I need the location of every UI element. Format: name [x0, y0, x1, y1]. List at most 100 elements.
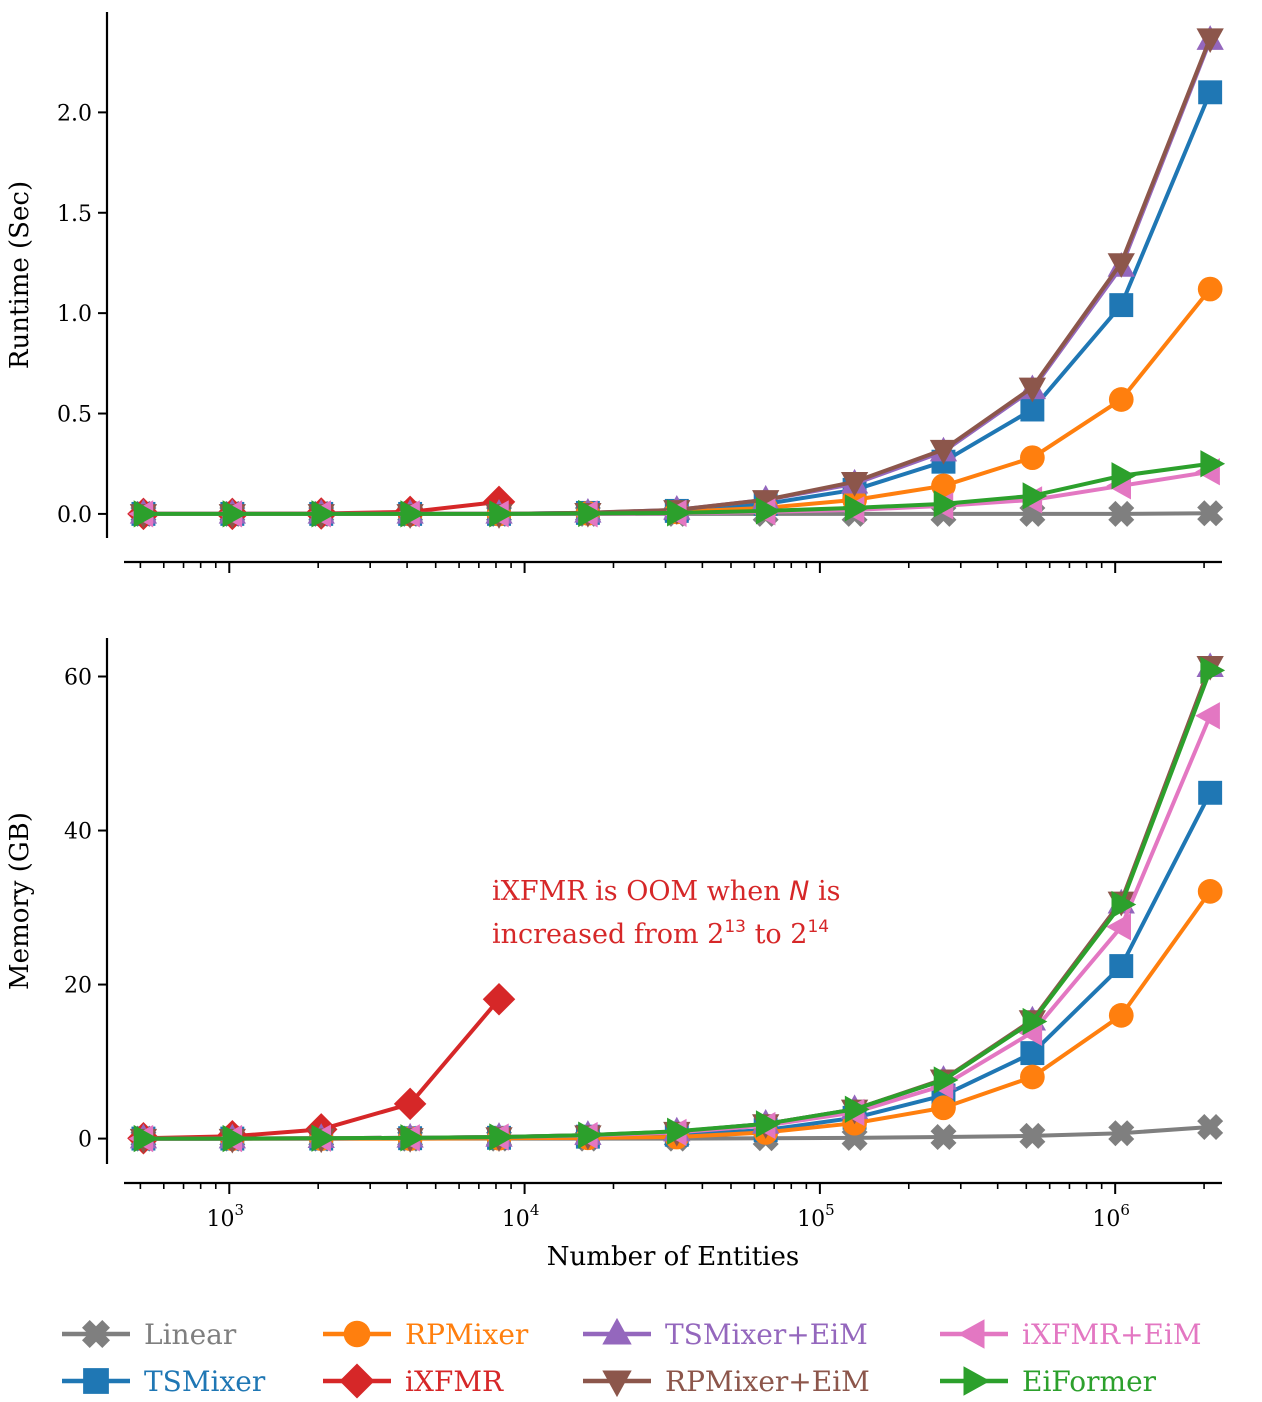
oom-annotation: iXFMR is OOM when N is increased from 21… [492, 876, 840, 950]
data-point-linear [1108, 500, 1135, 527]
data-point-eiformer [222, 1124, 248, 1153]
legend-item-rpmixer-eim: RPMixer+EiM [583, 1365, 870, 1398]
data-point-rpmixer-eim [929, 439, 958, 465]
legend-label: iXFMR [405, 1365, 504, 1398]
data-point-rpmixer-eim [1196, 28, 1224, 54]
legend-item-ixfmr-eim: iXFMR+EiM [940, 1318, 1202, 1351]
legend-marker-ixfmr [339, 1363, 375, 1399]
data-point-eiformer [844, 1095, 870, 1123]
data-point-eiformer [1200, 656, 1226, 684]
data-point-rpmixer [931, 1095, 956, 1121]
legend-label: RPMixer [405, 1318, 529, 1351]
y-tick-label: 60 [64, 666, 92, 691]
data-point-eiformer [1111, 462, 1137, 490]
data-point-eiformer [755, 497, 781, 525]
y-tick-label: 1.0 [57, 302, 92, 327]
data-point-eiformer [578, 499, 603, 528]
data-point-tsmixer [1109, 293, 1134, 318]
legend-label: EiFormer [1022, 1365, 1157, 1398]
data-point-eiformer [489, 500, 514, 528]
x-tick-label: 106 [1092, 1201, 1130, 1232]
data-point-tsmixer [1020, 397, 1045, 422]
series-rpmixer-eim [129, 28, 1224, 529]
legend-item-tsmixer: TSMixer [62, 1365, 266, 1398]
legend-marker-ixfmr-eim [957, 1319, 985, 1349]
legend-item-ixfmr: iXFMR [323, 1363, 504, 1399]
data-point-linear [930, 1124, 957, 1151]
series-line-tsmixer-eim [141, 38, 1213, 516]
series-eiformer [133, 450, 1226, 528]
series-line-tsmixer [141, 90, 1213, 516]
y-tick-label: 1.5 [57, 202, 92, 227]
legend-label: RPMixer+EiM [665, 1365, 870, 1398]
series-line-rpmixer [141, 287, 1213, 516]
data-point-linear [1019, 1122, 1046, 1149]
legend-item-tsmixer-eim: TSMixer+EiM [583, 1317, 868, 1351]
data-point-linear [1197, 1114, 1224, 1141]
y-tick-label: 20 [64, 974, 92, 999]
legend-marker-rpmixer-eim [602, 1370, 632, 1398]
data-point-rpmixer [1197, 276, 1223, 302]
legend-label: TSMixer [144, 1365, 266, 1398]
legend-marker-tsmixer-eim [602, 1317, 632, 1345]
data-point-eiformer [400, 1124, 426, 1152]
data-point-tsmixer [1198, 80, 1223, 105]
data-point-rpmixer-eim [1018, 377, 1047, 403]
series-line-rpmixer-eim [141, 36, 1213, 516]
y-axis-title: Runtime (Sec) [5, 181, 35, 369]
data-point-ixfmr [482, 982, 516, 1016]
y-tick-label: 0.0 [57, 503, 92, 528]
data-point-eiformer [1111, 890, 1137, 919]
data-point-tsmixer [1020, 1041, 1045, 1066]
legend-marker-linear [82, 1320, 110, 1348]
series-tsmixer [131, 80, 1223, 526]
x-tick-label: 104 [502, 1201, 540, 1232]
data-point-tsmixer [1198, 780, 1223, 805]
legend-item-rpmixer: RPMixer [323, 1318, 529, 1351]
data-point-rpmixer [1197, 879, 1223, 904]
legend-marker-eiformer [963, 1366, 991, 1396]
legend: Linear RPMixer TSMixer+EiM iXFMR+EiM TSMixer… [62, 1317, 1202, 1399]
legend-label: Linear [144, 1318, 237, 1351]
legend-item-eiformer: EiFormer [940, 1365, 1157, 1398]
data-point-rpmixer [1020, 445, 1045, 471]
data-point-eiformer [400, 500, 426, 528]
legend-item-linear: Linear [62, 1318, 237, 1351]
data-point-eiformer [311, 500, 337, 528]
legend-label: TSMixer+EiM [665, 1318, 868, 1351]
data-point-eiformer [844, 494, 870, 522]
data-point-eiformer [578, 1121, 603, 1149]
x-axis-title: Number of Entities [547, 1242, 799, 1272]
data-point-ixfmr [393, 1087, 427, 1121]
data-point-eiformer [311, 1124, 337, 1152]
data-point-eiformer [933, 490, 959, 518]
series-tsmixer [131, 780, 1223, 1151]
data-point-ixfmr-eim [1195, 702, 1220, 730]
data-point-eiformer [667, 1117, 692, 1145]
data-point-rpmixer [1020, 1064, 1045, 1090]
data-point-rpmixer-eim [840, 472, 869, 497]
series-tsmixer-eim [129, 25, 1224, 524]
y-tick-label: 0.5 [57, 403, 92, 428]
legend-label: iXFMR+EiM [1022, 1318, 1202, 1351]
data-point-linear [1108, 1120, 1135, 1147]
y-axis-title: Memory (GB) [5, 812, 35, 990]
data-point-eiformer [933, 1066, 959, 1094]
x-tick-label: 105 [797, 1201, 835, 1232]
data-point-rpmixer [1108, 1003, 1134, 1028]
data-point-rpmixer [1108, 387, 1134, 412]
data-point-eiformer [489, 1123, 514, 1151]
data-point-eiformer [1200, 450, 1226, 478]
y-tick-label: 2.0 [57, 101, 92, 126]
legend-marker-tsmixer [83, 1368, 109, 1394]
runtime-panel: 0.0 0.5 1.0 1.5 2.0 Runtime (Sec) [5, 12, 1226, 573]
data-point-ixfmr-eim [1106, 913, 1132, 941]
data-point-rpmixer-eim [752, 490, 780, 515]
data-point-eiformer [1022, 1007, 1048, 1036]
y-tick-label: 40 [64, 820, 92, 845]
data-point-rpmixer-eim [1107, 253, 1135, 278]
data-point-eiformer [1022, 482, 1048, 510]
data-point-eiformer [667, 499, 692, 527]
annotation-line-1: iXFMR is OOM when N is [492, 876, 840, 907]
